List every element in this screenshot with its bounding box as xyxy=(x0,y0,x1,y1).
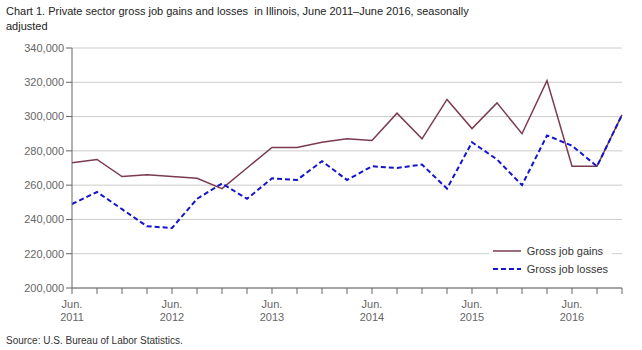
svg-text:300,000: 300,000 xyxy=(24,110,64,122)
svg-text:Jun.2014: Jun.2014 xyxy=(360,298,384,323)
svg-text:320,000: 320,000 xyxy=(24,76,64,88)
svg-text:Jun.2011: Jun.2011 xyxy=(60,298,84,323)
svg-text:Jun.2015: Jun.2015 xyxy=(460,298,484,323)
svg-text:260,000: 260,000 xyxy=(24,179,64,191)
html-text:adjusted: adjusted xyxy=(6,20,48,32)
html-text:Gross job losses: Gross job losses xyxy=(526,263,608,275)
svg-text:220,000: 220,000 xyxy=(24,248,64,260)
svg-text:280,000: 280,000 xyxy=(24,145,64,157)
html-text:Source: U.S. Bureau of Labor S: Source: U.S. Bureau of Labor Statistics. xyxy=(6,335,183,346)
html-text:Chart 1. Private sector gross: Chart 1. Private sector gross job gains … xyxy=(6,5,469,17)
svg-text:Jun.2013: Jun.2013 xyxy=(260,298,284,323)
svg-text:Jun.2012: Jun.2012 xyxy=(160,298,184,323)
svg-text:Jun.2016: Jun.2016 xyxy=(560,298,584,323)
svg-text:200,000: 200,000 xyxy=(24,282,64,294)
svg-text:340,000: 340,000 xyxy=(24,42,64,54)
html-text:Gross job gains: Gross job gains xyxy=(526,245,604,257)
svg-text:240,000: 240,000 xyxy=(24,213,64,225)
